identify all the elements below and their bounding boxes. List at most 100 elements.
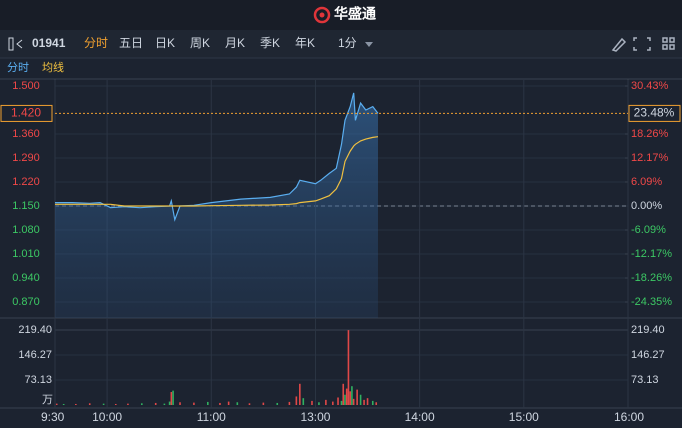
volume-bar [276, 402, 279, 405]
volume-bar [172, 390, 174, 405]
legend-label[interactable]: 均线 [42, 60, 64, 74]
volume-bar [311, 400, 313, 405]
volume-bar [347, 330, 350, 405]
volume-bar [179, 402, 181, 405]
y2-tick-label: -6.09% [631, 224, 666, 236]
volume-bar [295, 396, 298, 405]
volume-bar [325, 399, 327, 405]
tab[interactable]: 日K [155, 36, 175, 50]
volume-bar [340, 400, 343, 405]
volume-bar [219, 402, 221, 405]
volume-bar [154, 402, 157, 405]
y2-tick-label: 6.09% [631, 176, 662, 188]
volume-bar [168, 401, 171, 405]
volume-bar [359, 394, 362, 405]
volume-bar [302, 398, 305, 405]
volume-bar [375, 402, 378, 405]
volume-bar [371, 400, 374, 405]
volume-bar [127, 403, 129, 405]
volume-bar [363, 399, 365, 405]
y2-tick-label: -18.26% [631, 272, 672, 284]
volume-bar [342, 383, 345, 405]
y2-tick-label: -12.17% [631, 248, 672, 260]
y2-tick-label: 219.40 [631, 324, 665, 336]
volume-bar [332, 401, 334, 405]
volume-bar [337, 397, 339, 405]
y-tick-label: 1.080 [12, 224, 40, 236]
tab[interactable]: 分时 [84, 36, 108, 50]
y2-tick-label: -24.35% [631, 296, 672, 308]
tab[interactable]: 月K [225, 36, 245, 50]
y-tick-label: 0.870 [12, 296, 40, 308]
volume-bar [62, 403, 65, 405]
toolbar-icons[interactable] [611, 37, 675, 52]
y2-tick-label: 0.00% [631, 200, 662, 212]
x-tick-label: 13:00 [300, 410, 330, 424]
y-tick-label: 0.940 [12, 272, 40, 284]
volume-bar [351, 386, 353, 405]
volume-bar [299, 383, 301, 405]
last-price-label: 1.420 [11, 106, 41, 120]
x-tick-label: 10:00 [92, 410, 122, 424]
x-tick-label: 16:00 [614, 410, 644, 424]
legend-label[interactable]: 分时 [7, 61, 29, 74]
volume-bar [318, 402, 320, 405]
volume-bar [366, 398, 369, 405]
toolbar [0, 30, 682, 58]
volume-bar [227, 401, 230, 405]
x-tick-label: 9:30 [41, 410, 65, 424]
x-tick-label: 15:00 [509, 410, 539, 424]
y-tick-label: 1.360 [12, 128, 40, 140]
header-bar [0, 0, 682, 30]
volume-bar [288, 401, 291, 405]
volume-bar [75, 403, 77, 405]
volume-bar [207, 401, 209, 405]
collapse-icon[interactable] [8, 37, 23, 51]
volume-bar [352, 398, 355, 405]
volume-bar [345, 388, 348, 405]
y-tick-label: 1.150 [12, 200, 40, 212]
y2-tick-label: 12.17% [631, 152, 669, 164]
interval-select[interactable]: 1分 [338, 36, 357, 50]
volume-bar [349, 391, 351, 405]
average-line [55, 136, 379, 207]
y-tick-label: 1.220 [12, 176, 40, 188]
y-tick-label: 219.40 [18, 324, 52, 336]
volume-bar [88, 403, 91, 405]
volume-bar [262, 402, 265, 405]
tab[interactable]: 年K [295, 36, 315, 50]
volume-bar [163, 403, 166, 405]
volume-bar [356, 389, 358, 405]
volume-bar [193, 402, 195, 405]
last-price-box [0, 104, 53, 122]
x-tick-label: 14:00 [405, 410, 435, 424]
volume-bar [236, 402, 239, 405]
last-change-box [628, 104, 681, 122]
tab[interactable]: 五日 [119, 36, 143, 50]
y-tick-label: 146.27 [18, 349, 52, 361]
unit-label: 万 [42, 394, 53, 406]
volume-bar [114, 403, 117, 405]
volume-bar [344, 394, 346, 405]
stock-code: 01941 [32, 36, 66, 50]
volume-bar [170, 392, 173, 405]
tab[interactable]: 周K [190, 36, 210, 50]
volume-bar [102, 403, 105, 405]
volume-bar [55, 403, 58, 405]
y2-tick-label: 146.27 [631, 349, 665, 361]
last-change-label: 23.48% [634, 106, 675, 120]
tab[interactable]: 季K [260, 36, 280, 50]
y-tick-label: 1.010 [12, 248, 40, 260]
y2-tick-label: 73.13 [631, 374, 659, 386]
app-name: 华盛通 [334, 6, 376, 22]
price-line [55, 92, 379, 222]
y-tick-label: 73.13 [24, 374, 52, 386]
y-tick-label: 1.500 [12, 80, 40, 92]
y2-tick-label: 18.26% [631, 128, 669, 140]
volume-bar [141, 403, 143, 405]
dropdown-arrow[interactable] [365, 42, 373, 47]
y-tick-label: 1.290 [12, 152, 40, 164]
logo-icon [313, 6, 331, 24]
